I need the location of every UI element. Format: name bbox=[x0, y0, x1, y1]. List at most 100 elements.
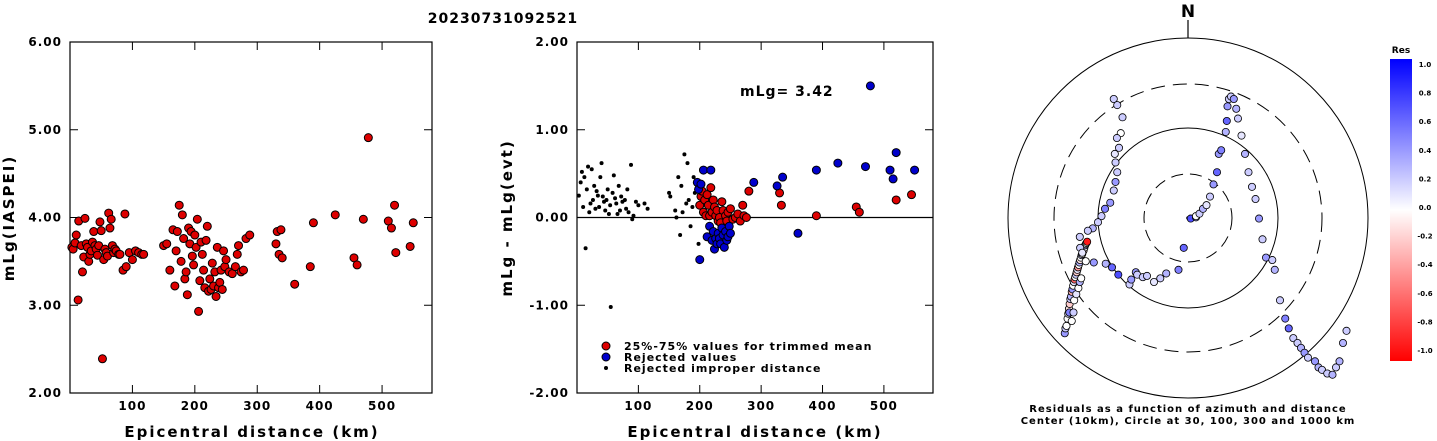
p1-ytick-label: 4.00 bbox=[28, 211, 62, 225]
p1-data-point bbox=[390, 200, 400, 210]
residual-point bbox=[1108, 263, 1117, 272]
p2-xtick-label: 300 bbox=[747, 399, 775, 413]
p1-data-point bbox=[127, 255, 137, 265]
p2-point-rejected bbox=[860, 162, 870, 172]
p2-point-improper bbox=[605, 187, 610, 192]
legend-label-trimmed: 25%-75% values for trimmed mean bbox=[624, 340, 872, 353]
p1-xtick-label: 100 bbox=[118, 399, 146, 413]
plot2-ylabel: mLg - mLg(evt) bbox=[498, 139, 516, 296]
p2-point-trimmed bbox=[738, 200, 748, 210]
p1-data-point bbox=[271, 239, 281, 249]
residual-point bbox=[1209, 180, 1218, 189]
p1-data-point bbox=[139, 249, 149, 259]
colorbar-tick-label: 0.0 bbox=[1419, 204, 1432, 212]
p1-data-point bbox=[234, 241, 244, 251]
colorbar-gradient bbox=[1390, 59, 1412, 361]
colorbar-tick-label: 0.4 bbox=[1419, 147, 1432, 155]
residual-point bbox=[1332, 363, 1341, 372]
residual-point bbox=[1342, 326, 1351, 335]
p1-data-point bbox=[277, 253, 287, 263]
plot2-annotation: mLg= 3.42 bbox=[740, 84, 834, 100]
legend-marker-trimmed bbox=[601, 341, 611, 351]
p2-point-trimmed bbox=[907, 190, 917, 200]
p1-data-point bbox=[120, 209, 130, 219]
residual-point bbox=[1179, 243, 1188, 252]
p2-point-improper bbox=[583, 246, 588, 251]
p2-point-improper bbox=[624, 206, 629, 211]
p1-data-point bbox=[80, 213, 90, 223]
p2-point-rejected bbox=[706, 165, 716, 175]
colorbar-tick-label: -0.6 bbox=[1417, 290, 1432, 298]
p2-xtick-label: 500 bbox=[870, 399, 898, 413]
p1-data-point bbox=[115, 249, 125, 259]
p1-ytick-label: 5.00 bbox=[28, 123, 62, 137]
p1-data-point bbox=[391, 248, 401, 258]
p2-point-improper bbox=[587, 210, 592, 215]
residual-point bbox=[1268, 256, 1277, 265]
north-label: N bbox=[1181, 2, 1195, 22]
p2-point-improper bbox=[593, 206, 598, 211]
residual-point bbox=[1097, 212, 1106, 221]
legend-marker-rejected bbox=[601, 352, 611, 362]
p2-point-rejected bbox=[888, 174, 898, 184]
residual-point bbox=[1081, 257, 1090, 266]
p2-point-improper bbox=[633, 199, 638, 204]
p2-point-improper bbox=[608, 305, 613, 310]
p2-point-improper bbox=[578, 180, 583, 185]
p1-data-point bbox=[205, 274, 215, 284]
ring-300km bbox=[1053, 83, 1323, 353]
p2-point-trimmed bbox=[702, 190, 712, 200]
p2-point-improper bbox=[645, 206, 650, 211]
plot1-xlabel: Epicentral distance (km) bbox=[124, 423, 379, 441]
p1-data-point bbox=[174, 200, 184, 210]
p1-data-point bbox=[106, 214, 116, 224]
residual-point bbox=[1223, 102, 1232, 111]
p1-data-point bbox=[177, 210, 187, 220]
residual-point bbox=[1075, 232, 1084, 241]
p2-point-improper bbox=[586, 164, 591, 169]
p2-point-improper bbox=[619, 194, 624, 199]
p2-point-improper bbox=[604, 197, 609, 202]
residual-point bbox=[1101, 204, 1110, 213]
residual-point bbox=[1232, 104, 1241, 113]
p1-data-point bbox=[176, 256, 186, 266]
p2-point-rejected bbox=[833, 158, 843, 168]
p2-point-improper bbox=[685, 161, 690, 166]
p2-point-improper bbox=[592, 183, 597, 188]
residual-vs-distance-plot: 100 200 300 400 500 -2.00 -1.00 0.00 1.00 2.00 m… bbox=[498, 35, 934, 441]
p2-ytick-label: 2.00 bbox=[535, 35, 569, 49]
p1-data-point bbox=[245, 230, 255, 240]
residual-point bbox=[1156, 274, 1165, 283]
residual-point bbox=[1335, 357, 1344, 366]
p2-point-improper bbox=[680, 210, 685, 215]
p2-point-improper bbox=[678, 233, 683, 238]
residual-point bbox=[1083, 226, 1092, 235]
residual-point bbox=[1270, 265, 1279, 274]
p2-point-trimmed bbox=[725, 204, 735, 214]
p2-point-improper bbox=[606, 211, 611, 216]
p1-data-point bbox=[95, 217, 105, 227]
residual-point bbox=[1112, 134, 1121, 143]
magnitude-vs-distance-plot: 100 200 300 400 500 2.00 3.00 4.00 5.00 6.00 Epi… bbox=[0, 35, 433, 441]
p2-xtick-label: 100 bbox=[624, 399, 652, 413]
p2-point-trimmed bbox=[744, 186, 754, 196]
residual-point bbox=[1143, 271, 1152, 280]
residual-point bbox=[1304, 353, 1313, 362]
residual-point bbox=[1078, 248, 1087, 257]
p2-point-improper bbox=[594, 189, 599, 194]
p1-data-point bbox=[195, 276, 205, 286]
p1-data-point bbox=[232, 249, 242, 259]
residual-point bbox=[1229, 95, 1238, 104]
colorbar-tick-label: 0.6 bbox=[1419, 118, 1432, 126]
p2-point-rejected bbox=[891, 148, 901, 158]
residual-point bbox=[1328, 370, 1337, 379]
p1-data-point bbox=[192, 214, 202, 224]
p2-point-improper bbox=[682, 152, 687, 157]
p2-point-improper bbox=[598, 175, 603, 180]
residual-point bbox=[1234, 114, 1243, 123]
p2-ytick-label: -1.00 bbox=[529, 298, 569, 312]
p1-data-point bbox=[96, 226, 106, 236]
residual-point bbox=[1244, 168, 1253, 177]
p2-point-improper bbox=[595, 193, 600, 198]
p2-point-rejected bbox=[910, 165, 920, 175]
